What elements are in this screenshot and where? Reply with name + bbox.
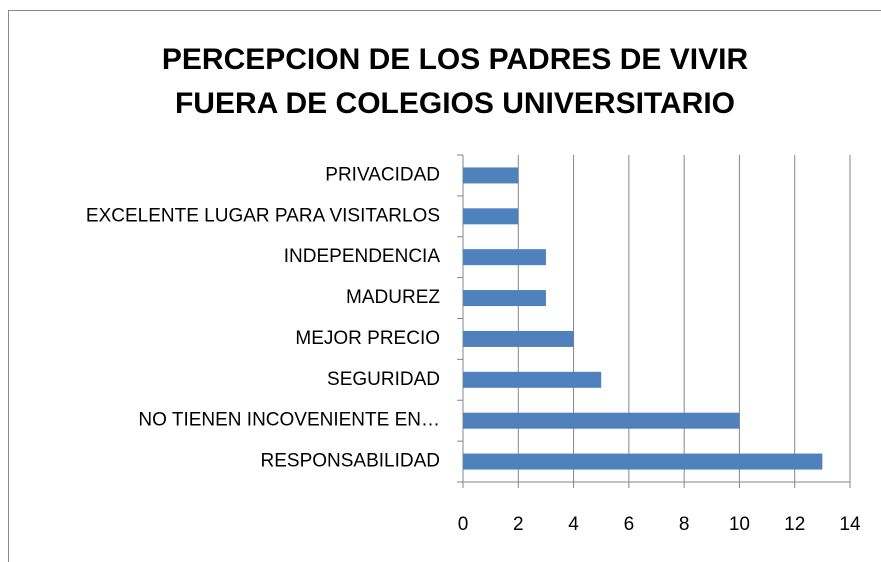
y-tick-label: MEJOR PRECIO xyxy=(295,328,440,349)
x-tick-label: 4 xyxy=(568,514,579,535)
bar xyxy=(463,412,740,429)
chart-border xyxy=(8,10,881,562)
x-tick-label: 6 xyxy=(624,514,635,535)
bar xyxy=(463,290,546,307)
x-tick-label: 10 xyxy=(729,514,750,535)
x-tick-label: 2 xyxy=(513,514,524,535)
x-tick-label: 0 xyxy=(458,514,469,535)
y-tick-label: RESPONSABILIDAD xyxy=(261,451,441,472)
bar xyxy=(463,453,823,470)
x-tick-label: 8 xyxy=(679,514,690,535)
chart-title: PERCEPCION DE LOS PADRES DE VIVIR FUERA … xyxy=(161,43,749,120)
bar xyxy=(463,249,546,266)
y-tick-label: NO TIENEN INCOVENIENTE EN… xyxy=(138,410,440,431)
x-tick-label: 12 xyxy=(784,514,805,535)
bar xyxy=(463,371,602,388)
y-tick-label: EXCELENTE LUGAR PARA VISITARLOS xyxy=(86,205,440,226)
bar xyxy=(463,208,519,225)
bar xyxy=(463,167,519,184)
y-tick-label: INDEPENDENCIA xyxy=(284,246,441,267)
y-tick-label: MADUREZ xyxy=(346,287,440,308)
y-tick-label: SEGURIDAD xyxy=(327,369,440,390)
x-tick-label: 14 xyxy=(839,514,861,535)
bar xyxy=(463,330,574,347)
y-tick-label: PRIVACIDAD xyxy=(325,164,440,185)
